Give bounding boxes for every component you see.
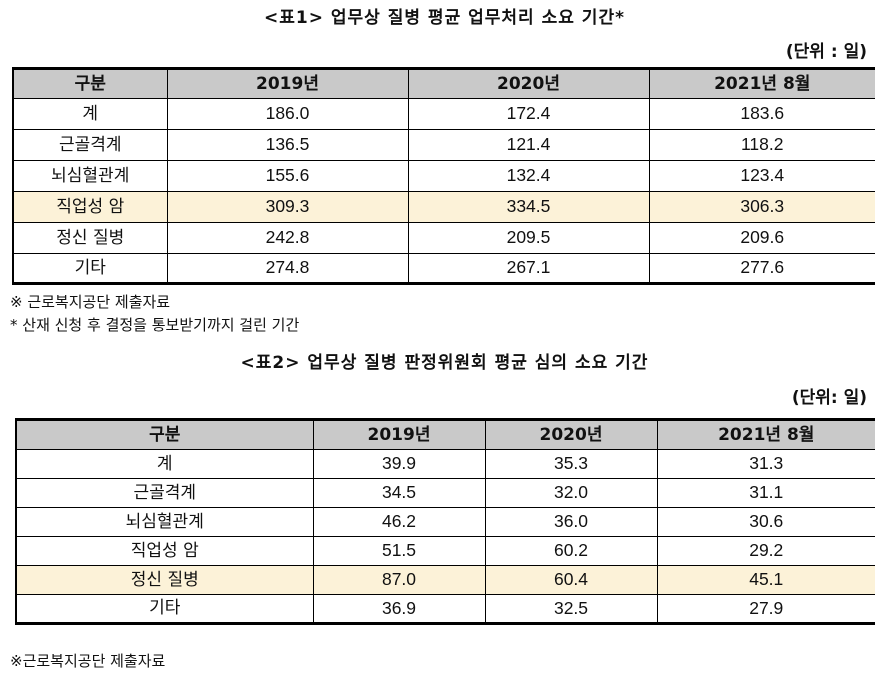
table-cell: 123.4 — [648, 160, 875, 192]
table-cell: 306.3 — [648, 191, 875, 223]
header-cell: 2019년 — [312, 419, 486, 450]
table-cell: 121.4 — [407, 129, 650, 161]
row-label: 뇌심혈관계 — [12, 160, 168, 192]
header-cell: 2020년 — [484, 419, 658, 450]
table2: 구분 2019년 2020년 2021년 8월 계 39.9 35.3 31.3… — [15, 418, 875, 625]
header-cell: 2021년 8월 — [648, 68, 875, 99]
table-row-highlighted: 정신 질병 87.0 60.4 45.1 — [15, 565, 875, 595]
table1-footnote: * 산재 신청 후 결정을 통보받기까지 걸린 기간 — [10, 316, 300, 334]
table2-title: <표2> 업무상 질병 판정위원회 평균 심의 소요 기간 — [240, 353, 649, 373]
table2-source-note: ※근로복지공단 제출자료 — [10, 652, 166, 670]
table-cell: 45.1 — [656, 565, 875, 595]
table-cell: 267.1 — [407, 253, 650, 284]
table-cell: 32.0 — [484, 478, 658, 508]
table-cell: 172.4 — [407, 98, 650, 130]
table-cell: 274.8 — [166, 253, 409, 284]
table-cell: 60.2 — [484, 536, 658, 566]
table1-source-note: ※ 근로복지공단 제출자료 — [10, 293, 171, 311]
table-cell: 36.0 — [484, 507, 658, 537]
table-cell: 34.5 — [312, 478, 486, 508]
table1: 구분 2019년 2020년 2021년 8월 계 186.0 172.4 18… — [12, 67, 875, 285]
table-cell: 60.4 — [484, 565, 658, 595]
table-cell: 132.4 — [407, 160, 650, 192]
header-cell: 구분 — [15, 419, 314, 450]
table-cell: 39.9 — [312, 449, 486, 479]
table-row: 계 39.9 35.3 31.3 — [15, 449, 875, 479]
table-row: 직업성 암 51.5 60.2 29.2 — [15, 536, 875, 566]
table-cell: 31.3 — [656, 449, 875, 479]
table-cell: 46.2 — [312, 507, 486, 537]
row-label: 근골격계 — [12, 129, 168, 161]
row-label: 근골격계 — [15, 478, 314, 508]
table-cell: 277.6 — [648, 253, 875, 284]
table-cell: 51.5 — [312, 536, 486, 566]
table1-header-row: 구분 2019년 2020년 2021년 8월 — [12, 68, 875, 99]
row-label: 기타 — [12, 253, 168, 284]
table-cell: 334.5 — [407, 191, 650, 223]
table-cell: 32.5 — [484, 594, 658, 624]
table-row: 기타 36.9 32.5 27.9 — [15, 594, 875, 624]
table-row: 기타 274.8 267.1 277.6 — [12, 253, 875, 284]
table-row: 근골격계 34.5 32.0 31.1 — [15, 478, 875, 508]
table2-header-row: 구분 2019년 2020년 2021년 8월 — [15, 419, 875, 450]
table-cell: 209.6 — [648, 222, 875, 254]
row-label: 정신 질병 — [15, 565, 314, 595]
row-label: 직업성 암 — [12, 191, 168, 223]
table-cell: 242.8 — [166, 222, 409, 254]
row-label: 계 — [15, 449, 314, 479]
header-cell: 2021년 8월 — [656, 419, 875, 450]
table2-unit: (단위: 일) — [791, 388, 867, 408]
table-row: 뇌심혈관계 155.6 132.4 123.4 — [12, 160, 875, 192]
row-label: 정신 질병 — [12, 222, 168, 254]
table-row: 근골격계 136.5 121.4 118.2 — [12, 129, 875, 161]
table-cell: 118.2 — [648, 129, 875, 161]
table-cell: 36.9 — [312, 594, 486, 624]
table-cell: 29.2 — [656, 536, 875, 566]
header-cell: 구분 — [12, 68, 168, 99]
table-row-highlighted: 직업성 암 309.3 334.5 306.3 — [12, 191, 875, 223]
header-cell: 2020년 — [407, 68, 650, 99]
table-row: 뇌심혈관계 46.2 36.0 30.6 — [15, 507, 875, 537]
row-label: 직업성 암 — [15, 536, 314, 566]
table1-title: <표1> 업무상 질병 평균 업무처리 소요 기간* — [264, 8, 625, 28]
table-cell: 209.5 — [407, 222, 650, 254]
table1-unit: (단위 : 일) — [785, 42, 867, 62]
table-row: 계 186.0 172.4 183.6 — [12, 98, 875, 130]
table-cell: 309.3 — [166, 191, 409, 223]
table-cell: 87.0 — [312, 565, 486, 595]
table-cell: 186.0 — [166, 98, 409, 130]
table-cell: 31.1 — [656, 478, 875, 508]
table-cell: 136.5 — [166, 129, 409, 161]
table-cell: 183.6 — [648, 98, 875, 130]
header-cell: 2019년 — [166, 68, 409, 99]
row-label: 기타 — [15, 594, 314, 624]
table-row: 정신 질병 242.8 209.5 209.6 — [12, 222, 875, 254]
row-label: 계 — [12, 98, 168, 130]
table-cell: 35.3 — [484, 449, 658, 479]
row-label: 뇌심혈관계 — [15, 507, 314, 537]
table-cell: 30.6 — [656, 507, 875, 537]
table-cell: 155.6 — [166, 160, 409, 192]
table-cell: 27.9 — [656, 594, 875, 624]
